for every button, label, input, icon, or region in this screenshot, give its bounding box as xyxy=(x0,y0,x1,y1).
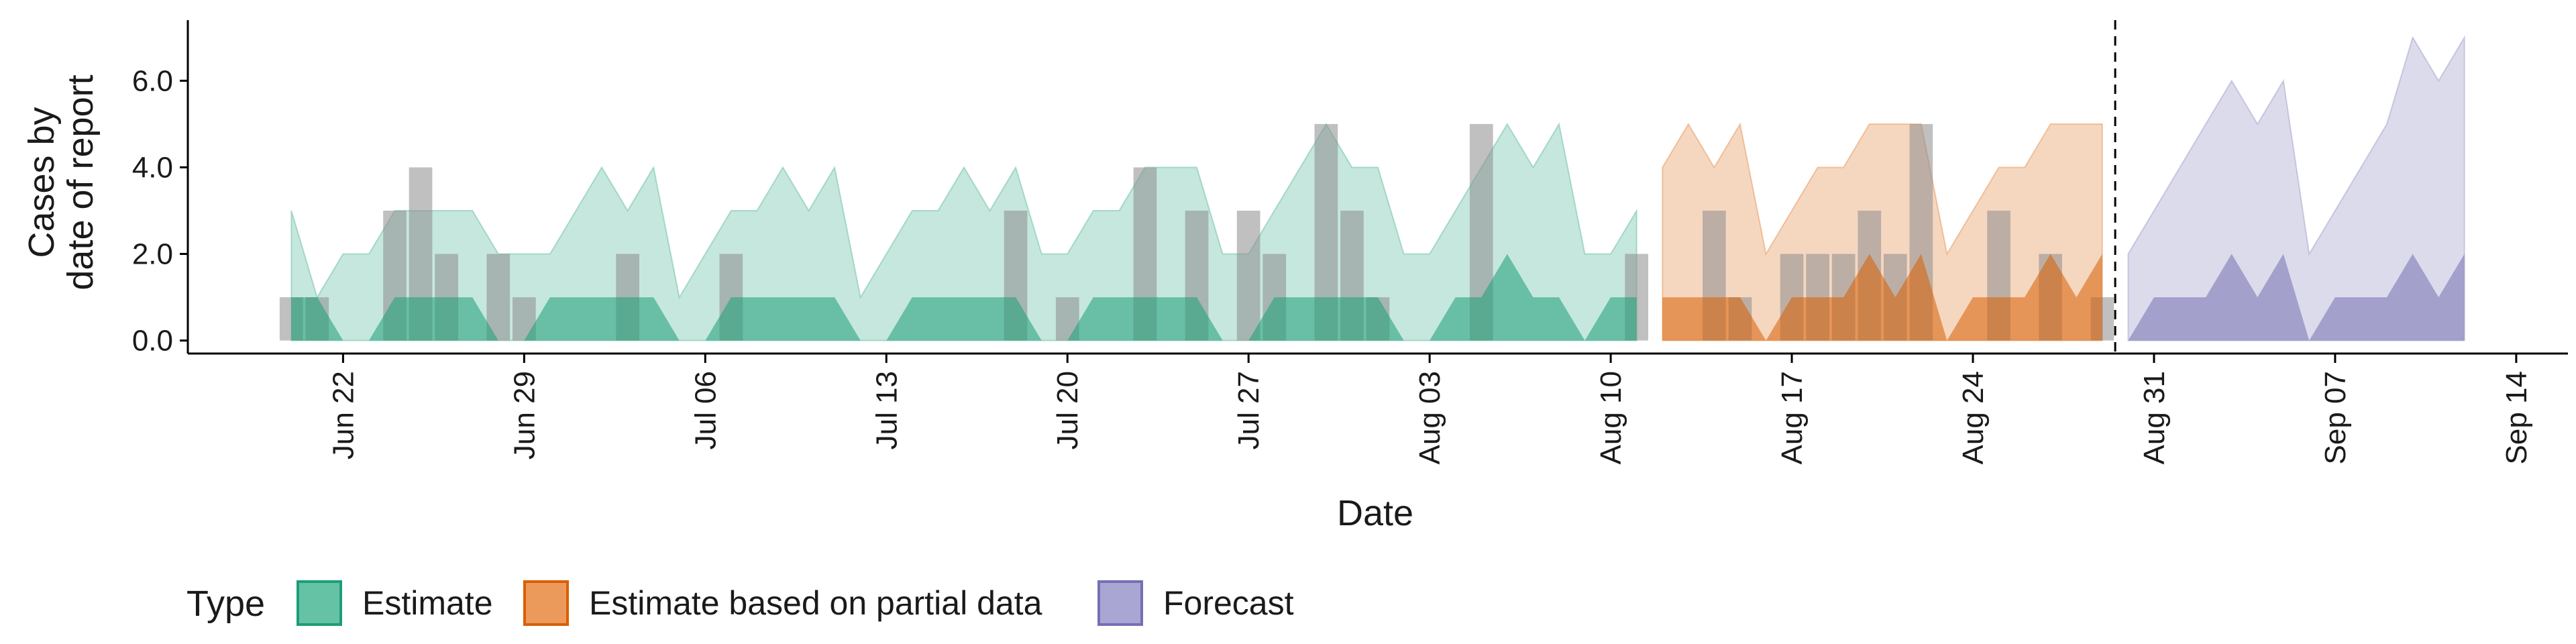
axes xyxy=(186,20,2568,355)
x-tick-label: Jun 29 xyxy=(508,371,541,460)
legend-key-forecast xyxy=(1097,580,1143,626)
x-tick-label: Aug 03 xyxy=(1413,371,1446,464)
x-tick-label: Aug 17 xyxy=(1776,371,1809,464)
y-ticks: 0.0 2.0 4.0 6.0 xyxy=(132,64,188,358)
x-tick-label: Jun 22 xyxy=(327,371,360,460)
legend-key-partial xyxy=(523,580,569,626)
x-ticks: Jun 22 Jun 29 Jul 06 Jul 13 Jul 20 Jul 27 Aug … xyxy=(327,354,2533,464)
x-tick-label: Jul 13 xyxy=(870,371,903,449)
observed-bar xyxy=(1236,211,1260,341)
x-axis-title: Date xyxy=(1337,493,1413,533)
legend-label-partial: Estimate based on partial data xyxy=(589,584,1042,622)
x-tick-label: Jul 27 xyxy=(1232,371,1265,449)
y-tick-label: 2.0 xyxy=(132,238,173,271)
legend-label-estimate: Estimate xyxy=(362,584,493,622)
x-tick-label: Aug 10 xyxy=(1595,371,1627,464)
observed-bar xyxy=(486,254,511,341)
legend-key-estimate xyxy=(297,580,342,626)
legend-title: Type xyxy=(186,584,265,624)
x-tick-label: Aug 31 xyxy=(2138,371,2171,464)
y-axis-title-line2: date of report xyxy=(60,74,101,290)
ribbon-inner-forecast xyxy=(2128,254,2465,341)
x-tick-label: Sep 14 xyxy=(2500,371,2533,464)
inner-ribbons xyxy=(291,254,2465,341)
y-axis-title: Cases by date of report xyxy=(21,74,101,290)
y-tick-label: 6.0 xyxy=(132,64,173,97)
x-tick-label: Jul 06 xyxy=(689,371,722,449)
y-axis-title-line1: Cases by xyxy=(21,107,62,258)
y-tick-label: 4.0 xyxy=(132,151,173,184)
x-tick-label: Sep 07 xyxy=(2319,371,2352,464)
ribbon-outer-forecast xyxy=(2127,35,2465,341)
legend-label-forecast: Forecast xyxy=(1163,584,1294,622)
y-tick-label: 0.0 xyxy=(132,325,173,358)
x-tick-label: Jul 20 xyxy=(1051,371,1084,449)
legend: Type Estimate Estimate based on partial … xyxy=(186,580,1294,626)
x-tick-label: Aug 24 xyxy=(1957,371,1990,464)
ribbon-inner-estimate-based-on-partial-data xyxy=(1662,254,2102,341)
ribbon-inner-estimate xyxy=(291,254,1637,341)
